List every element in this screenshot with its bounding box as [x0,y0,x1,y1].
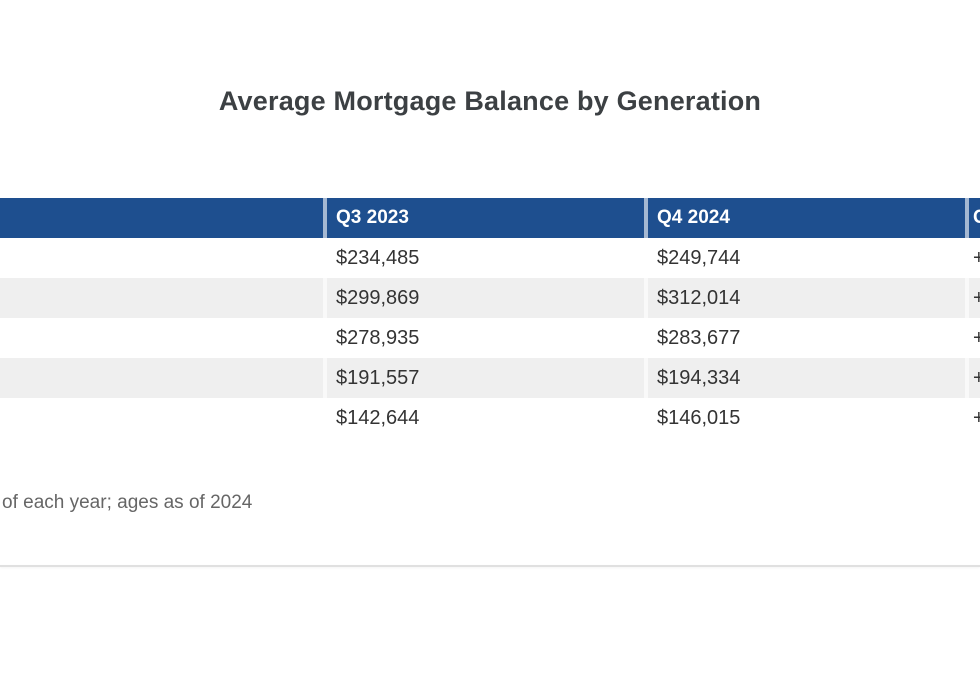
q4-2024-value: $283,677 [644,318,965,358]
q3-2023-value: $234,485 [323,238,644,278]
table-row: $142,644 $146,015 + [0,398,980,438]
q3-2023-value: $191,557 [323,358,644,398]
change-value-partial: + [965,318,980,358]
change-value-partial: + [965,358,980,398]
row-label-cell [0,238,323,278]
q3-2023-value: $278,935 [323,318,644,358]
change-value-partial: + [965,278,980,318]
row-label-cell [0,398,323,438]
header-cell-change-partial: C [965,198,980,238]
table-header-row: Q3 2023 Q4 2024 C [0,198,980,238]
q3-2023-value: $299,869 [323,278,644,318]
mortgage-balance-table: Q3 2023 Q4 2024 C $234,485 $249,744 + $2… [0,198,980,438]
section-divider [0,565,980,567]
change-value-partial: + [965,238,980,278]
row-label-cell [0,358,323,398]
footnote-text: of each year; ages as of 2024 [2,492,253,513]
table-row: $278,935 $283,677 + [0,318,980,358]
row-label-cell [0,278,323,318]
table-row: $299,869 $312,014 + [0,278,980,318]
table-row: $191,557 $194,334 + [0,358,980,398]
q4-2024-value: $146,015 [644,398,965,438]
q3-2023-value: $142,644 [323,398,644,438]
table-row: $234,485 $249,744 + [0,238,980,278]
q4-2024-value: $194,334 [644,358,965,398]
header-cell-generation [0,198,323,238]
change-value-partial: + [965,398,980,438]
q4-2024-value: $312,014 [644,278,965,318]
header-cell-q3-2023: Q3 2023 [323,198,644,238]
page-title: Average Mortgage Balance by Generation [218,86,762,116]
q4-2024-value: $249,744 [644,238,965,278]
header-cell-q4-2024: Q4 2024 [644,198,965,238]
row-label-cell [0,318,323,358]
